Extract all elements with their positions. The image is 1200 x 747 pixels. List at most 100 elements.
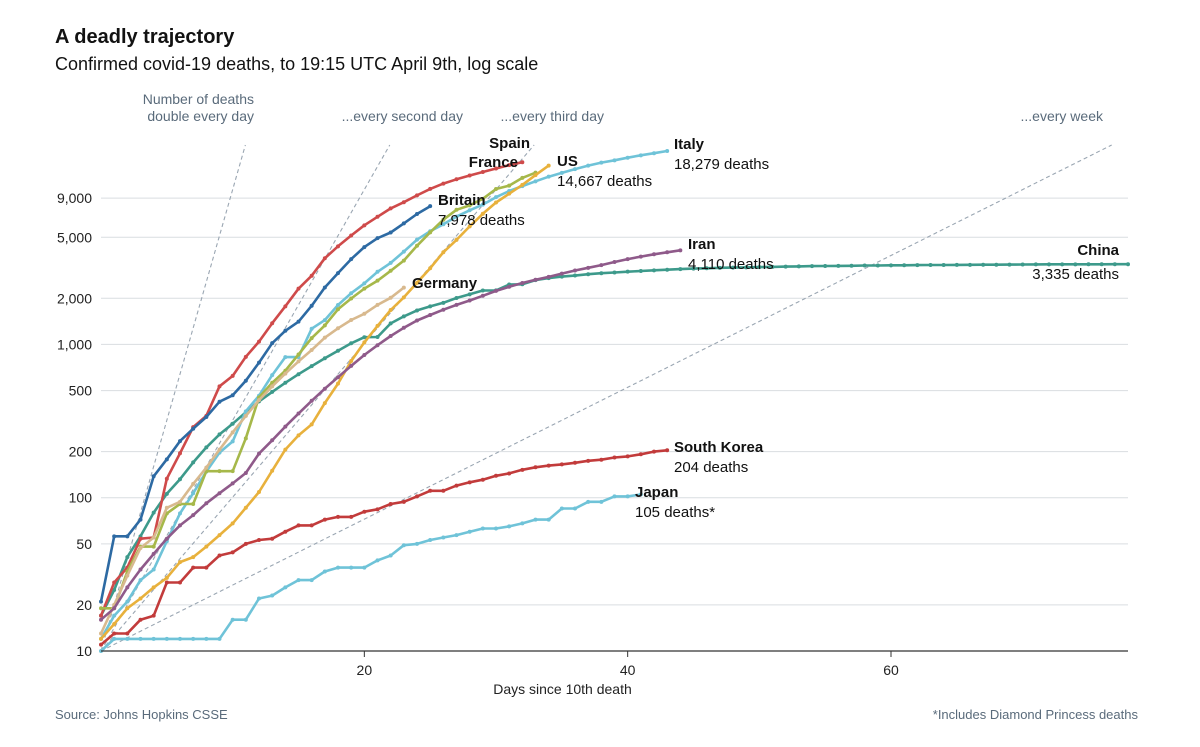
data-point [349,358,354,363]
data-point [204,636,209,641]
data-point [586,499,591,504]
data-point [151,510,156,515]
data-point [164,575,169,580]
chart-title: A deadly trajectory [55,26,235,48]
data-point [112,534,117,539]
data-point [362,353,367,358]
data-point [362,509,367,514]
series-value-japan: 105 deaths* [635,504,715,521]
data-point [665,148,670,153]
data-point [454,207,459,212]
data-point [204,465,209,470]
data-point [415,318,419,323]
data-point [546,274,551,279]
data-point [178,636,182,641]
data-point [336,375,340,380]
data-point [612,158,617,163]
data-point [415,193,419,198]
data-point [138,617,143,622]
y-tick-label: 1,000 [57,336,92,352]
data-point [467,224,472,229]
data-point [336,348,340,353]
data-point [309,523,314,528]
series-line-japan [99,493,643,653]
data-point [599,457,604,462]
data-point [178,451,182,456]
data-point [204,445,209,450]
data-point [573,167,577,172]
doubling-label: ...every second day [342,108,463,124]
y-tick-label: 10 [76,643,92,659]
data-point [283,585,288,590]
series-name-iran: Iran [688,236,716,253]
data-point [257,339,261,344]
data-point [494,186,498,191]
data-point [467,480,472,485]
data-point [1112,262,1117,267]
data-point [178,523,182,528]
y-tick-label: 5,000 [57,229,92,245]
data-point [164,580,169,585]
data-point [954,262,959,267]
series-value-south-korea: 204 deaths [674,459,748,476]
data-point [349,296,354,301]
data-point [349,565,354,570]
data-point [638,254,643,259]
series-name-south-korea: South Korea [674,439,764,456]
data-point [191,481,196,486]
data-point [283,380,288,385]
data-point [243,541,248,546]
data-point [586,265,591,270]
data-point [441,217,446,222]
data-point [507,284,512,289]
data-point [112,588,117,593]
data-point [257,451,261,456]
data-point [520,280,525,285]
data-point [731,265,735,270]
data-point [296,433,301,438]
data-point [217,469,222,474]
data-point [336,271,340,276]
data-point [454,214,459,219]
data-point [1073,262,1078,267]
data-point [507,183,512,188]
data-point [428,230,433,235]
data-point [467,173,472,178]
data-point [533,173,538,178]
data-point [191,426,196,431]
data-point [125,555,130,560]
data-point [678,267,683,272]
data-point [375,269,380,274]
data-point [586,458,591,463]
data-point [243,436,248,441]
data-point [415,308,419,313]
data-point [362,565,367,570]
data-point [217,384,222,389]
data-point [322,401,327,406]
data-point [191,501,196,506]
doubling-label: Number of deaths [143,91,254,107]
data-point [362,281,367,286]
data-point [415,243,419,248]
data-point [309,578,314,583]
data-point [638,492,643,497]
data-point [178,499,182,504]
data-point [388,307,393,312]
data-point [270,321,275,326]
data-point [349,363,354,368]
data-point [309,347,314,352]
data-point [309,336,314,341]
data-point [362,245,367,250]
data-point [151,613,156,618]
data-point [494,166,498,171]
data-point [336,307,340,312]
data-point [191,565,196,570]
data-point [480,288,485,293]
data-point [428,312,433,317]
data-point [836,263,841,268]
data-point [257,489,261,494]
data-point [559,170,564,175]
data-point [586,272,591,277]
data-point [494,526,498,531]
series-line-france [99,171,537,610]
